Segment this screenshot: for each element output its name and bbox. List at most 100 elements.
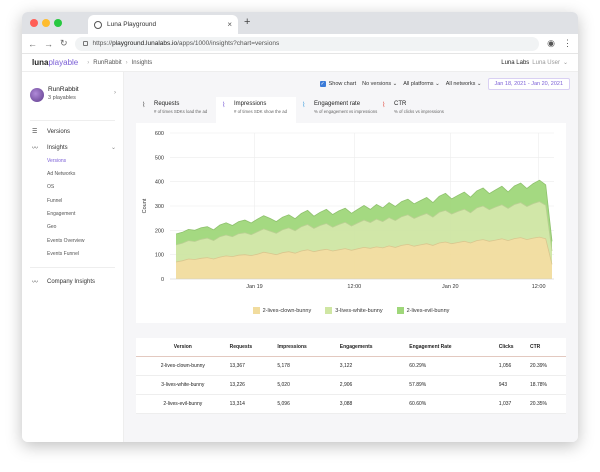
legend-item[interactable]: 2-lives-evil-bunny [396, 307, 450, 314]
close-tab-icon[interactable]: × [227, 20, 232, 29]
series-line-2-lives-clown-bunny [175, 236, 553, 265]
legend-item[interactable]: 3-lives-white-bunny [325, 307, 383, 314]
browser-window: Luna Playground × + ← → ↻ https://playgr… [22, 12, 578, 442]
show-chart-label: Show chart [328, 81, 357, 87]
metric-subtitle: # of times SDKs load the ad [154, 109, 208, 114]
subitem-events-overview[interactable]: Events Overview [47, 238, 85, 244]
x-tick-label: Jan 19 [246, 284, 263, 290]
table-cell: 943 [498, 375, 530, 395]
column-header[interactable]: Version [136, 338, 230, 357]
sidebar-item-insights[interactable]: 〰 Insights ⌄ [32, 143, 116, 153]
sidebar-item-label: Company Insights [47, 278, 96, 285]
y-tick-label: 600 [155, 131, 164, 137]
subitem-versions[interactable]: Versions [47, 158, 67, 164]
sidebar-item-company-insights[interactable]: 〰 Company Insights [32, 277, 116, 287]
table-cell: 20.39% [530, 356, 566, 376]
area-chart: 0 100 200 300 400 500 600 Jan 19 12:00 Jan 20 12:0… [142, 131, 554, 290]
table-cell: 1,037 [498, 394, 530, 414]
date-range-picker[interactable]: Jan 18, 2021 - Jan 20, 2021 [487, 78, 570, 90]
subitem-os[interactable]: OS [47, 184, 55, 190]
table-cell: 20.35% [530, 394, 566, 414]
versions-dropdown-label: No versions [362, 81, 392, 87]
sidebar-item-label: Insights [47, 144, 68, 151]
platforms-dropdown[interactable]: All platforms ⌄ [403, 81, 440, 87]
table-cell: 13,226 [229, 375, 278, 395]
subitem-events-funnel[interactable]: Events Funnel [47, 251, 79, 257]
trend-icon: 〰 [32, 146, 39, 152]
table-cell: 18.78% [530, 375, 566, 395]
reload-icon[interactable]: ↻ [60, 38, 68, 48]
legend-swatch [325, 307, 333, 314]
list-icon: ☰ [32, 129, 38, 135]
maximize-window-icon[interactable] [54, 19, 62, 27]
breadcrumb-separator-icon: › [87, 59, 90, 66]
table-cell: 13,367 [229, 356, 278, 376]
url-host: playground.lunalabs.io [112, 40, 178, 47]
tab-bar: Luna Playground × + [22, 12, 578, 34]
metric-title: Impressions [234, 101, 267, 107]
subitem-geo[interactable]: Geo [47, 224, 57, 230]
sidebar-item-versions[interactable]: ☰ Versions [32, 128, 116, 136]
metric-subtitle: # of times SDK show the ad [234, 109, 288, 114]
profile-icon[interactable]: ◉ [547, 38, 555, 48]
breadcrumb-project[interactable]: RunRabbit [93, 59, 122, 66]
subitem-funnel[interactable]: Funnel [47, 198, 63, 204]
y-tick-label: 0 [161, 277, 164, 283]
account-menu[interactable]: Luna Labs Luna User ⌄ [501, 59, 568, 66]
networks-dropdown[interactable]: All networks ⌄ [445, 81, 482, 87]
logo-accent: playable [48, 58, 79, 67]
column-header[interactable]: Clicks [498, 338, 530, 357]
browser-menu-icon[interactable]: ⋮ [563, 38, 572, 48]
tab-title: Luna Playground [107, 21, 157, 28]
sidebar-item-label: Versions [47, 128, 71, 135]
series-area-3-lives-white-bunny [176, 201, 552, 265]
sidebar: RunRabbit 3 playables › ☰ Versions 〰 Ins… [22, 72, 124, 442]
chart-legend: 2-lives-clown-bunny 3-lives-white-bunny … [136, 307, 566, 314]
metric-subtitle: % of engagement vs impressions [314, 109, 378, 114]
chevron-down-icon: ⌄ [562, 60, 568, 66]
column-header[interactable]: Impressions [277, 338, 340, 357]
project-switcher[interactable]: RunRabbit 3 playables › [30, 84, 118, 114]
table-row: 3-lives-white-bunny 13,226 5,020 2,906 5… [136, 375, 566, 395]
chart-controls: ✓ Show chart No versions ⌄ All platforms … [319, 78, 570, 90]
tab-ctr[interactable]: ⌇ CTR % of clicks vs impressions [376, 97, 456, 123]
legend-label: 2-lives-evil-bunny [406, 307, 450, 314]
series-area-2-lives-evil-bunny [176, 180, 552, 251]
tab-impressions[interactable]: ⌇ Impressions # of times SDK show the ad [216, 97, 296, 123]
minimize-window-icon[interactable] [42, 19, 50, 27]
subitem-ad-networks[interactable]: Ad Networks [47, 171, 76, 177]
forward-icon[interactable]: → [44, 38, 53, 49]
column-header[interactable]: Engagements [339, 338, 410, 357]
table-cell: 3,122 [339, 356, 410, 376]
legend-item[interactable]: 2-lives-clown-bunny [252, 307, 312, 314]
trend-icon: 〰 [32, 280, 39, 286]
url-field[interactable]: https://playground.lunalabs.io/apps/1000… [74, 36, 540, 51]
table-cell: 60.60% [409, 394, 499, 414]
browser-tab[interactable]: Luna Playground × [88, 15, 238, 34]
legend-label: 3-lives-white-bunny [335, 307, 383, 314]
series-line-3-lives-white-bunny [175, 201, 553, 252]
subitem-engagement[interactable]: Engagement [47, 211, 76, 217]
networks-dropdown-label: All networks [445, 81, 476, 87]
breadcrumb-separator-icon: › [125, 59, 128, 66]
site-favicon-icon [94, 20, 102, 29]
close-window-icon[interactable] [30, 19, 38, 27]
user-name: Luna User [532, 60, 560, 66]
legend-label: 2-lives-clown-bunny [262, 307, 312, 314]
logo-main: luna [32, 58, 49, 67]
versions-dropdown[interactable]: No versions ⌄ [362, 81, 398, 87]
new-tab-icon[interactable]: + [244, 16, 251, 28]
series-line-2-lives-evil-bunny [175, 179, 553, 242]
main-content: ✓ Show chart No versions ⌄ All platforms … [124, 72, 578, 442]
tab-engagement-rate[interactable]: ⌇ Engagement rate % of engagement vs imp… [296, 97, 378, 123]
column-header[interactable]: Engagement Rate [409, 338, 499, 357]
column-header[interactable]: Requests [229, 338, 278, 357]
checkmark-icon: ✓ [319, 81, 326, 87]
x-tick-label: 12:00 [347, 284, 361, 290]
url-prefix: https:// [92, 40, 113, 47]
show-chart-checkbox[interactable]: ✓ Show chart [319, 81, 357, 87]
back-icon[interactable]: ← [28, 38, 37, 49]
tab-requests[interactable]: ⌇ Requests # of times SDKs load the ad [136, 97, 216, 123]
column-header[interactable]: CTR [530, 338, 566, 357]
app-logo[interactable]: lunaplayable [32, 58, 78, 67]
